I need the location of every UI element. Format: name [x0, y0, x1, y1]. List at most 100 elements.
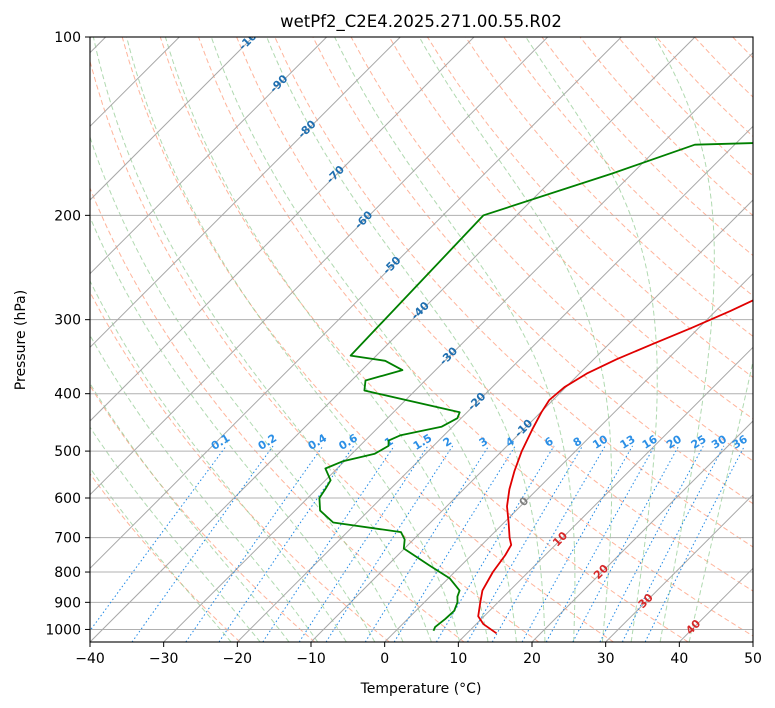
mixing-ratio-line [599, 445, 704, 642]
mixing-ratio-label: 1.5 [411, 431, 434, 452]
mixing-ratio-line [521, 445, 633, 642]
isotherm-line [605, 493, 753, 642]
dry-adiabat [771, 37, 775, 642]
moist-adiabat [92, 37, 432, 642]
dry-adiabat [236, 37, 753, 592]
isotherm-label: 10 [550, 529, 570, 549]
moist-adiabat [90, 135, 404, 642]
mixing-ratio-label: 25 [689, 433, 709, 452]
mixing-ratio-line [298, 445, 429, 642]
isotherm-label: -40 [409, 299, 432, 322]
mixing-ratio-label: 36 [730, 432, 750, 451]
mixing-ratio-line [364, 445, 490, 642]
x-axis-label: Temperature (°C) [360, 681, 482, 697]
mixing-ratio-label: 8 [571, 435, 584, 450]
plot-frame [89, 36, 754, 643]
y-tick-label: 800 [54, 565, 81, 581]
dry-adiabat [388, 37, 753, 420]
y-tick-label: 400 [54, 387, 81, 403]
x-tick-label: −20 [223, 651, 253, 667]
isotherm-line [236, 125, 753, 642]
mixing-ratio-label: 0.4 [306, 431, 330, 453]
moist-adiabat [90, 426, 261, 642]
y-tick-label: 600 [54, 491, 81, 507]
y-axis-label: Pressure (hPa) [13, 290, 29, 390]
x-tick-label: 10 [449, 651, 467, 667]
dry-adiabat [694, 37, 753, 98]
mixing-ratio-line [262, 445, 395, 642]
isotherm-line [384, 272, 753, 642]
y-tick-label: 700 [54, 531, 81, 547]
x-tick-label: −40 [75, 651, 105, 667]
x-tick-label: 40 [670, 651, 688, 667]
moist-adiabat [266, 37, 546, 642]
isotherm-line [310, 199, 753, 642]
mixing-ratio-label: 2 [441, 435, 454, 450]
mixing-ratio-line [644, 445, 746, 642]
isotherm-label: -50 [380, 254, 403, 277]
moist-adiabat [90, 467, 232, 642]
y-tick-label: 200 [54, 208, 81, 224]
mixing-ratio-line [393, 445, 516, 642]
moist-adiabat [90, 334, 319, 642]
x-tick-label: −30 [149, 651, 179, 667]
moist-adiabat [334, 37, 576, 642]
isotherm-line [531, 420, 753, 642]
isotherm-label: -90 [267, 72, 290, 95]
mixing-ratio-line [218, 445, 355, 642]
y-tick-label: 300 [54, 313, 81, 329]
moist-adiabat [126, 37, 461, 642]
dry-adiabat [350, 37, 753, 462]
dry-adiabat [90, 186, 465, 642]
mixing-ratio-line [545, 445, 656, 642]
isotherm-line [90, 37, 622, 570]
isotherm-line [90, 37, 401, 349]
axes: −40 −30 −20 −10 0 10 20 30 40 5010020030040050060… [45, 30, 762, 667]
dry-adiabat [465, 37, 753, 338]
isotherm-label: 30 [636, 591, 656, 611]
isotherm-labels: 0.1 0.2 0.4 0.6 1 1.5 2 3 4 6 8 10 13 16 20 25 30 36-100-… [209, 37, 750, 637]
isotherm-label: -30 [437, 344, 460, 367]
dewpoint-line [318, 142, 753, 632]
mixing-ratio-label: 0.2 [256, 431, 279, 452]
dry-adiabat [274, 37, 753, 548]
x-tick-label: −10 [296, 651, 326, 667]
dry-adiabat [541, 37, 753, 257]
mixing-ratio-label: 13 [618, 433, 638, 452]
dry-adiabat [732, 37, 753, 59]
dry-adiabat [198, 37, 753, 637]
dry-adiabat [90, 291, 390, 642]
profile-lines [318, 142, 753, 635]
background-lines [90, 37, 775, 642]
mixing-ratio-label: 0.1 [209, 431, 232, 452]
mixing-ratio-label: 20 [664, 432, 684, 451]
isotherm-line [90, 37, 549, 496]
dry-adiabat [656, 37, 753, 138]
mixing-ratio-label: 16 [640, 432, 660, 451]
moist-adiabat [654, 37, 715, 642]
mixing-ratio-label: 30 [709, 432, 729, 451]
moist-adiabat [210, 37, 517, 642]
mixing-ratio-line [572, 445, 680, 642]
isotherm-label: 0 [517, 494, 532, 509]
mixing-ratio-line [325, 445, 454, 642]
moist-adiabat [90, 215, 376, 642]
isotherm-line [457, 346, 753, 642]
isotherm-line [90, 37, 328, 275]
isotherm-line [90, 37, 696, 642]
mixing-ratio-line [131, 445, 274, 642]
mixing-ratio-line [185, 445, 324, 642]
mixing-ratio-line [467, 445, 584, 642]
isotherm-line [90, 37, 254, 201]
x-tick-label: 0 [380, 651, 389, 667]
isotherm-line [163, 51, 753, 642]
dry-adiabat [90, 384, 316, 642]
dry-adiabat [159, 37, 689, 642]
x-tick-label: 30 [597, 651, 615, 667]
dry-adiabat [121, 37, 614, 642]
x-tick-label: 20 [523, 651, 541, 667]
mixing-ratio-label: 3 [477, 435, 490, 450]
dry-adiabat [90, 472, 241, 642]
